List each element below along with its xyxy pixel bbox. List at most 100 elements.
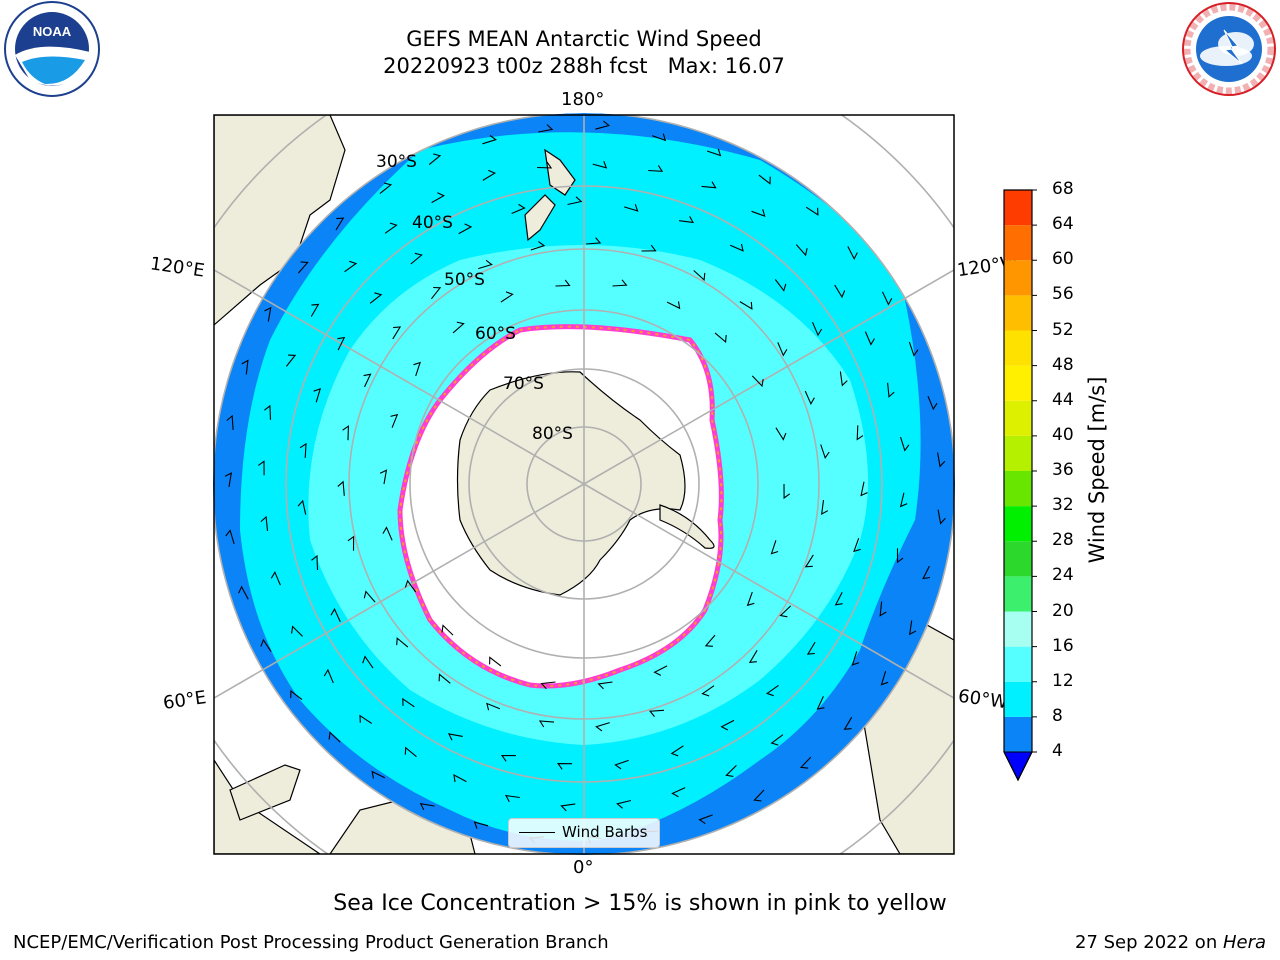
wind-barb	[805, 206, 819, 216]
wind-barb	[396, 637, 409, 648]
lat-label-60s: 60°S	[475, 324, 516, 344]
colorbar-tick-label: 20	[1052, 600, 1074, 621]
wind-barb	[834, 284, 846, 299]
wind-barb	[725, 765, 737, 777]
colorbar-segment	[1004, 400, 1032, 436]
colorbar-tick-label: 24	[1052, 565, 1074, 586]
wind-barb	[834, 592, 843, 606]
footer-date-text: 27 Sep 2022 on	[1075, 932, 1223, 953]
map-frame	[213, 114, 955, 855]
lat-label-40s: 40°S	[412, 213, 453, 233]
wind-barb	[701, 685, 715, 697]
colorbar-title: Wind Speed [m/s]	[1085, 376, 1109, 564]
wind-barb	[729, 243, 744, 252]
wind-barb	[447, 733, 463, 741]
wind-barb	[413, 361, 421, 377]
wind-barb	[820, 444, 830, 460]
wind-barb	[310, 303, 320, 317]
colorbar-tick-label: 68	[1052, 179, 1074, 199]
wind-barb	[379, 469, 388, 485]
wind-barb-legend-line	[519, 832, 555, 833]
wind-barb	[337, 336, 346, 351]
wind-barb	[482, 135, 498, 145]
wind-barb	[313, 388, 322, 403]
colorbar-segment	[1004, 435, 1032, 471]
wind-barb	[290, 690, 303, 701]
footer-credit: NCEP/EMC/Verification Post Processing Pr…	[13, 932, 609, 953]
wind-barb	[431, 192, 446, 204]
wind-barb	[363, 373, 372, 388]
footer-host: Hera	[1222, 932, 1266, 953]
colorbar-tick-label: 28	[1052, 530, 1074, 551]
wind-barb	[795, 244, 808, 257]
wind-barb	[937, 509, 946, 525]
wind-barb	[500, 291, 514, 303]
wind-barb	[270, 571, 281, 586]
wind-barb	[441, 624, 454, 636]
wind-barb	[238, 585, 249, 600]
wind-barb	[379, 182, 393, 194]
wind-barb	[337, 480, 345, 496]
antarctica-land	[456, 371, 686, 596]
wind-barb	[864, 331, 875, 346]
chart-subtitle: 20220923 t00z 288h fcst Max: 16.07	[383, 54, 785, 78]
colorbar-segment	[1004, 295, 1032, 331]
lat-label-80s: 80°S	[532, 424, 573, 444]
wind-barb	[241, 359, 249, 375]
wind-barb	[344, 260, 358, 273]
wind-barb	[557, 763, 573, 770]
wind-barb	[285, 354, 297, 367]
map-legend: Wind Barbs	[508, 818, 660, 848]
wind-barb	[428, 153, 442, 166]
wind-barb	[371, 770, 386, 779]
wind-barb	[804, 390, 815, 406]
wind-barb	[291, 625, 303, 637]
wind-barb	[922, 565, 931, 580]
wind-barb	[779, 605, 792, 618]
colorbar-segment	[1004, 541, 1032, 577]
wind-barb	[704, 634, 716, 647]
colorbar-tick-label: 60	[1052, 249, 1074, 270]
lat-label-50s: 50°S	[444, 270, 485, 290]
wind-barb	[478, 259, 493, 270]
wind-barb	[693, 270, 706, 282]
colorbar-tick-label: 48	[1052, 354, 1074, 375]
nws-logo	[1182, 2, 1276, 96]
colorbar-extend-arrow	[1003, 751, 1033, 782]
sea-ice-note: Sea Ice Concentration > 15% is shown in …	[333, 891, 947, 916]
wind-barb	[328, 731, 341, 743]
colorbar-segment	[1004, 506, 1032, 542]
australia-land	[214, 115, 346, 326]
footer-date: 27 Sep 2022 on Hera	[1075, 932, 1266, 953]
wind-barb	[555, 279, 571, 287]
wind-barb	[821, 500, 829, 515]
wind-barb	[384, 222, 398, 234]
wind-barb	[851, 651, 860, 666]
wind-barb	[774, 279, 787, 292]
wind-barb	[311, 554, 319, 571]
wind-barb	[560, 803, 576, 812]
wind-barb	[330, 607, 341, 623]
new-zealand-land	[524, 148, 576, 242]
madagascar-land	[229, 764, 301, 821]
wind-barb	[538, 720, 555, 728]
wind-barb	[896, 548, 904, 564]
wind-barb	[419, 802, 435, 811]
wind-barb	[224, 472, 233, 487]
lat-label-30s: 30°S	[376, 152, 417, 172]
wind-barbs	[224, 120, 946, 844]
wind-barb	[714, 332, 727, 344]
colorbar-segment	[1004, 190, 1032, 226]
colorbar-segment	[1004, 646, 1032, 682]
wind-barb	[404, 746, 417, 758]
colorbar-tick-label: 64	[1052, 214, 1074, 235]
wind-barb	[392, 326, 402, 340]
wind-barb	[879, 601, 887, 617]
wind-barb	[843, 716, 853, 730]
wind-barb	[592, 161, 608, 169]
wind-barb	[537, 161, 553, 169]
wind-barb	[753, 789, 765, 802]
wind-barb	[701, 181, 717, 189]
colorbar-tick-label: 32	[1052, 495, 1074, 516]
